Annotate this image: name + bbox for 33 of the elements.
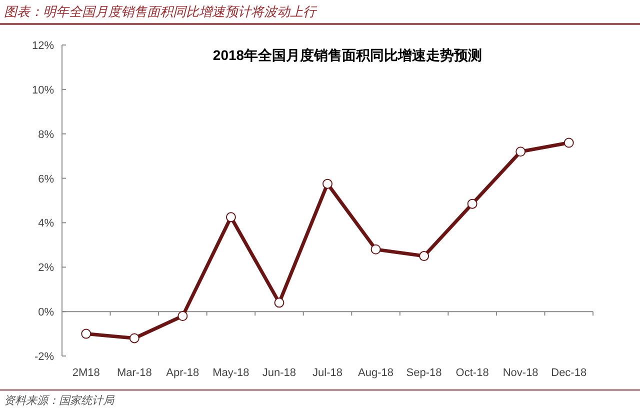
chart-title: 图表：明年全国月度销售面积同比增速预计将波动上行 bbox=[4, 4, 318, 19]
x-tick-label: Apr-18 bbox=[166, 367, 200, 379]
x-tick-label: Nov-18 bbox=[502, 367, 538, 379]
x-tick-label: Aug-18 bbox=[358, 367, 394, 379]
text: 资料来源：国家统计局 bbox=[4, 394, 115, 407]
y-tick-label: 6% bbox=[38, 173, 54, 186]
x-tick-label: Oct-18 bbox=[456, 367, 489, 379]
y-tick-label: 2% bbox=[38, 262, 54, 274]
y-tick-label: 12% bbox=[32, 40, 54, 52]
point bbox=[322, 178, 332, 189]
point bbox=[81, 328, 92, 339]
chart-subtitle: 2018年全国月度销售面积同比增速走势预测 bbox=[212, 47, 482, 63]
x-tick-label: 2M18 bbox=[72, 367, 100, 379]
y-tick-label: 10% bbox=[32, 84, 54, 96]
point bbox=[467, 198, 478, 209]
point bbox=[226, 212, 236, 222]
x-tick-label: Jul-18 bbox=[312, 367, 342, 379]
point bbox=[129, 333, 140, 344]
point bbox=[274, 298, 284, 308]
point bbox=[178, 311, 188, 322]
x-tick-label: Sep-18 bbox=[406, 367, 442, 379]
y-tick-label: 8% bbox=[38, 128, 54, 141]
point bbox=[370, 244, 381, 254]
y-tick-label: 4% bbox=[38, 218, 54, 230]
point bbox=[516, 146, 526, 157]
x-tick-label: May-18 bbox=[212, 367, 250, 379]
x-tick-label: Dec-18 bbox=[551, 367, 587, 379]
point bbox=[564, 138, 574, 148]
y-tick-label: -2% bbox=[34, 351, 54, 363]
x-tick-label: Jun-18 bbox=[262, 367, 296, 379]
point bbox=[419, 251, 430, 262]
x-tick-label: Mar-18 bbox=[116, 367, 152, 379]
y-tick-label: 0% bbox=[38, 306, 54, 319]
